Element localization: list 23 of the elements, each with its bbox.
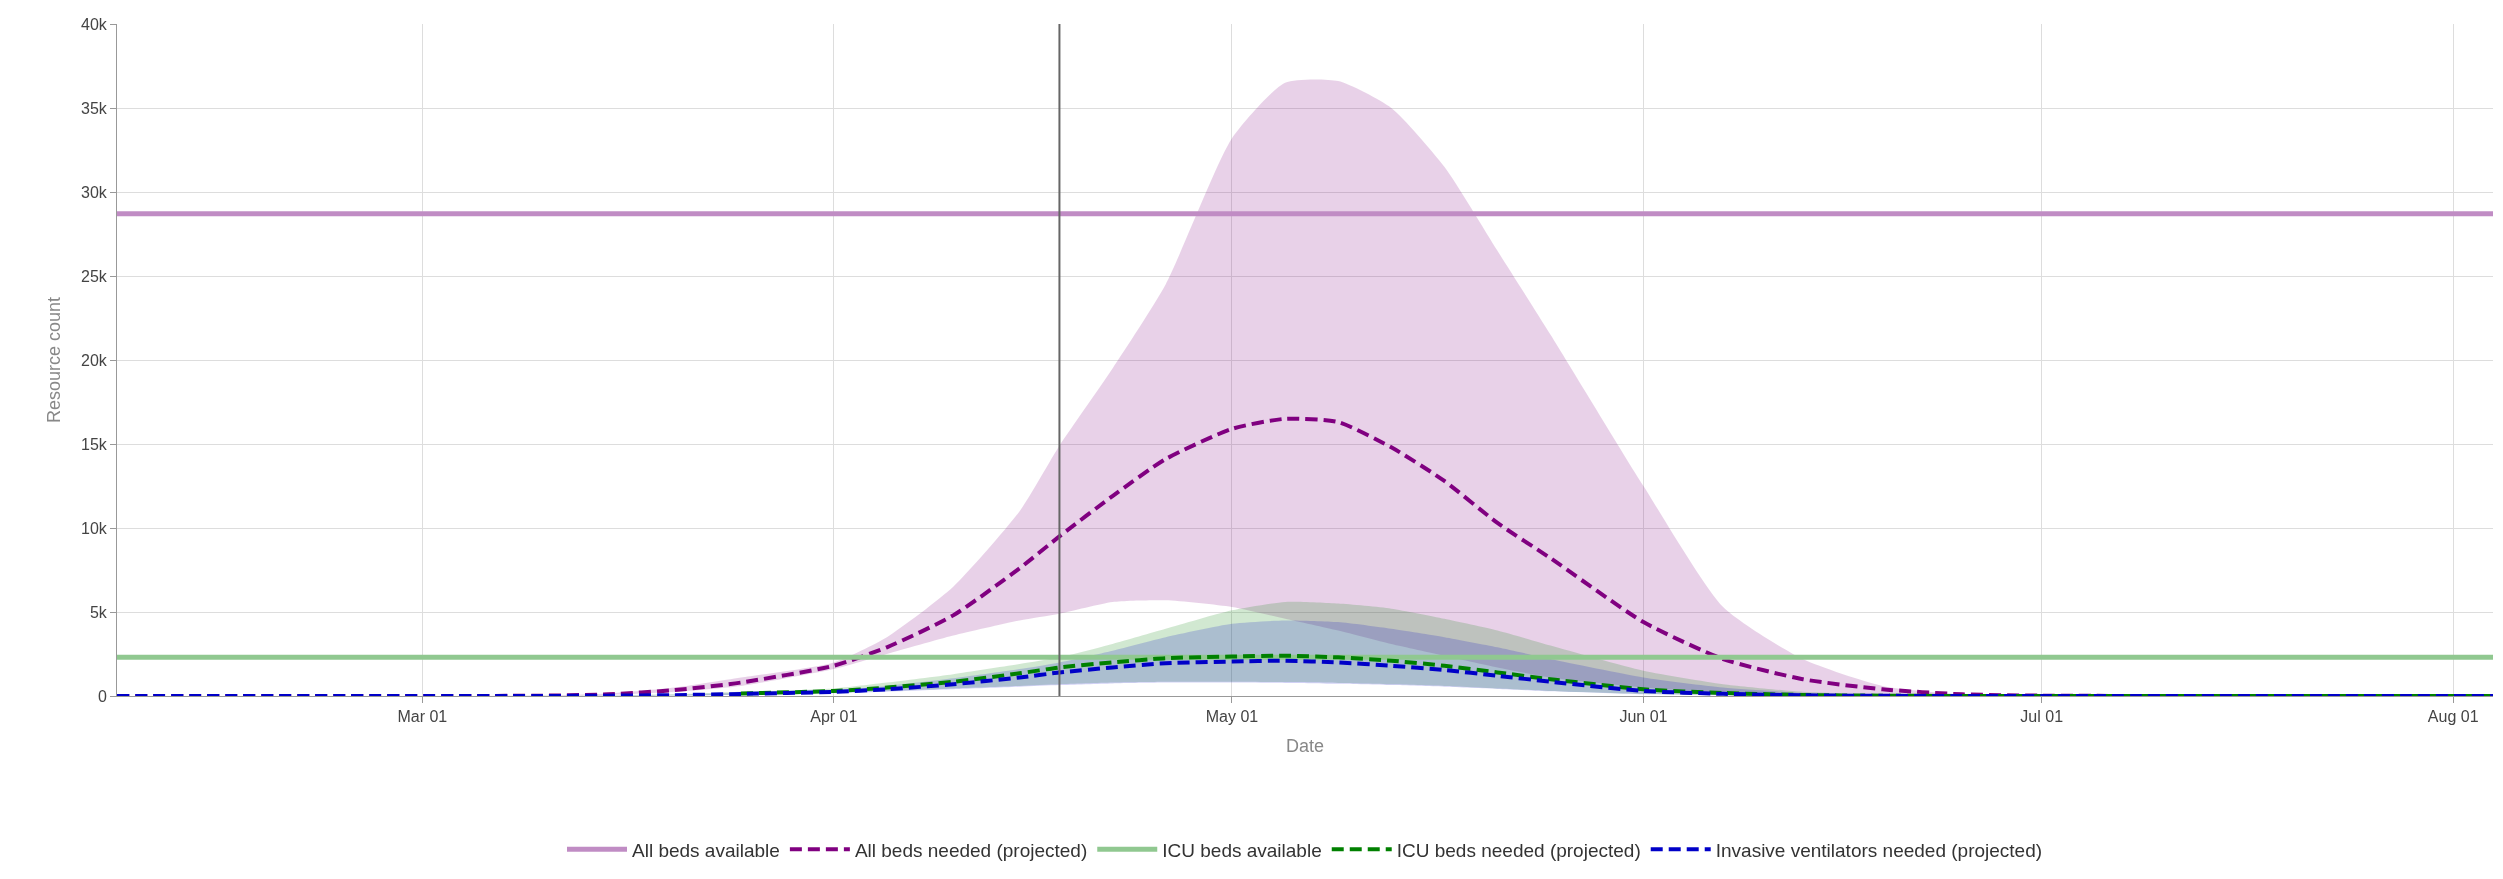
x-tick-label: Mar 01 <box>397 708 448 726</box>
line-series <box>738 653 2493 696</box>
y-tick-label: 20k <box>81 351 108 369</box>
y-axis-title: Resource count <box>44 296 65 424</box>
x-tick-label: Jul 01 <box>2020 708 2064 726</box>
y-tick-label: 15k <box>81 435 108 453</box>
y-tick-label: 30k <box>81 183 108 201</box>
y-tick-label: 40k <box>81 15 108 33</box>
legend-label: ICU beds available <box>1162 839 1322 861</box>
y-tick-label: 5k <box>89 603 108 621</box>
legend-label: All beds needed (projected) <box>854 839 1088 861</box>
x-tick-label: Jun 01 <box>1619 708 1668 726</box>
x-tick-label: Apr 01 <box>810 708 858 726</box>
y-tick-label: 10k <box>81 519 108 537</box>
legend-label: ICU beds needed (projected) <box>1396 839 1641 861</box>
y-tick-label: 0 <box>97 687 107 705</box>
y-tick-label: 25k <box>81 267 108 285</box>
x-axis-title: Date <box>1285 736 1325 757</box>
x-tick-label: May 01 <box>1205 708 1259 726</box>
y-tick-label: 35k <box>81 99 108 117</box>
x-tick-label: Aug 01 <box>2427 708 2479 726</box>
legend-label: Invasive ventilators needed (projected) <box>1715 839 2043 861</box>
legend-label: All beds available <box>632 839 780 861</box>
